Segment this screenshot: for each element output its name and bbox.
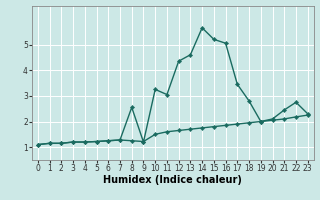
X-axis label: Humidex (Indice chaleur): Humidex (Indice chaleur) xyxy=(103,175,242,185)
